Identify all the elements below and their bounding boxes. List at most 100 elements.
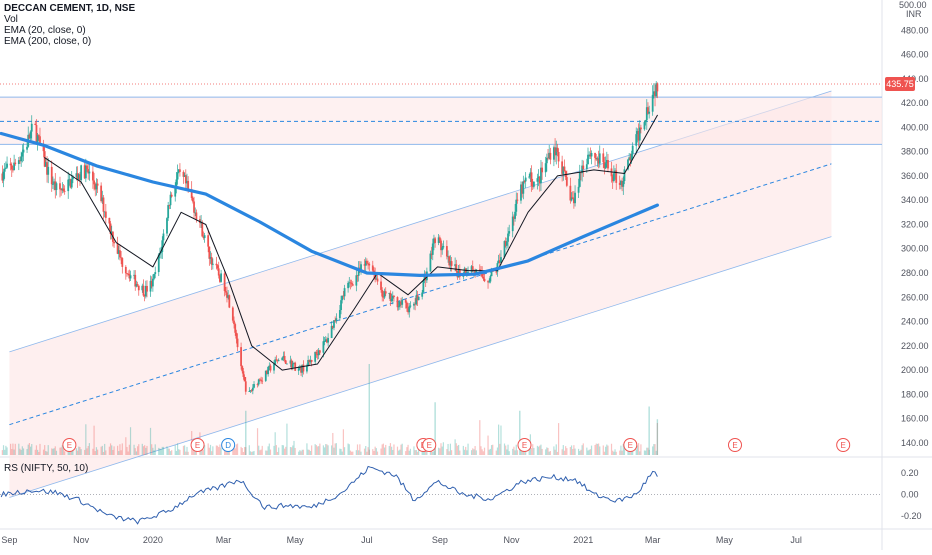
volume-bar	[628, 450, 630, 455]
volume-bar	[348, 444, 350, 455]
candle	[429, 250, 432, 272]
marker-label: E	[522, 441, 527, 450]
candle	[87, 164, 90, 180]
earnings-marker[interactable]: E	[62, 438, 77, 452]
volume-bar	[179, 449, 181, 455]
volume-bar	[44, 445, 46, 455]
candle	[129, 270, 132, 282]
candle	[623, 166, 626, 185]
x-tick-label: 2021	[573, 535, 593, 545]
volume-bar	[64, 451, 66, 455]
candle	[580, 172, 582, 181]
volume-bar	[35, 445, 38, 455]
volume-bar	[488, 449, 490, 455]
candle	[389, 290, 392, 307]
legend-volume[interactable]: Vol	[4, 14, 18, 25]
volume-bar	[78, 446, 80, 455]
candle	[440, 238, 442, 258]
earnings-markers[interactable]: EEDEEEEEE	[62, 438, 851, 452]
volume-bar	[590, 445, 593, 455]
volume-bar	[251, 451, 253, 455]
candle	[59, 176, 61, 198]
volume-bar	[192, 447, 194, 455]
candle	[193, 196, 195, 220]
candle	[612, 165, 615, 183]
candle	[570, 192, 573, 202]
candle	[177, 169, 180, 174]
earnings-marker[interactable]: E	[728, 438, 742, 452]
volume-bar	[182, 445, 185, 455]
dividend-marker[interactable]: D	[221, 438, 236, 452]
legend-ema200[interactable]: EMA (200, close, 0)	[4, 36, 92, 47]
candle	[597, 150, 600, 169]
volume-bar	[503, 443, 506, 455]
volume-bar	[168, 448, 170, 455]
volume-bar	[46, 451, 48, 455]
volume-bar	[613, 451, 615, 455]
candle	[622, 176, 625, 195]
volume-bar	[6, 447, 8, 455]
candle	[538, 175, 541, 192]
volume-bar	[153, 450, 155, 455]
candle	[572, 191, 575, 209]
volume-bar	[556, 451, 559, 455]
volume-bar	[209, 444, 212, 455]
candle	[647, 102, 649, 115]
candle	[260, 376, 262, 384]
volume-bar	[249, 451, 252, 455]
candle	[210, 252, 213, 271]
candle	[137, 285, 140, 296]
candle	[334, 316, 337, 323]
volume-bar	[4, 449, 6, 455]
volume-bar	[151, 444, 153, 455]
candle	[76, 166, 79, 188]
candle	[100, 182, 103, 203]
volume-bar	[88, 443, 90, 455]
candle	[430, 246, 433, 260]
candle	[69, 178, 72, 189]
earnings-marker[interactable]: E	[517, 438, 532, 452]
candle	[264, 370, 267, 383]
volume-bar	[62, 445, 65, 455]
volume-bar	[242, 451, 245, 455]
earnings-marker[interactable]: E	[836, 438, 851, 452]
candle	[121, 257, 124, 274]
legend-ema20[interactable]: EMA (20, close, 0)	[4, 25, 86, 36]
earnings-marker[interactable]: E	[623, 438, 638, 452]
volume-bar	[363, 448, 366, 455]
volume-bar	[127, 451, 129, 455]
candle	[96, 178, 99, 193]
volume-bar	[565, 446, 567, 455]
volume-bar	[614, 449, 616, 455]
candle	[136, 281, 139, 287]
volume-bar	[459, 450, 461, 455]
candle	[195, 209, 198, 223]
candle	[442, 240, 445, 250]
earnings-marker[interactable]: E	[190, 438, 205, 452]
candle	[488, 278, 491, 284]
candle	[169, 191, 172, 209]
volume-bar	[307, 449, 309, 455]
volume-bar	[84, 449, 86, 455]
volume-bar	[293, 440, 295, 455]
candle	[200, 215, 202, 229]
symbol-title[interactable]: DECCAN CEMENT, 1D, NSE	[4, 3, 136, 14]
volume-bar	[302, 449, 305, 455]
volume-bar	[235, 444, 237, 455]
volume-bar	[512, 448, 514, 455]
y-tick-label: 200.00	[901, 365, 929, 375]
volume-bar	[396, 446, 399, 455]
rs-legend[interactable]: RS (NIFTY, 50, 10)	[4, 463, 89, 474]
candle	[17, 156, 20, 171]
earnings-marker[interactable]: E	[422, 438, 437, 452]
candle	[127, 270, 130, 276]
volume-bar	[252, 451, 254, 455]
volume-bar	[558, 423, 560, 455]
volume-spike	[245, 410, 247, 455]
candle	[211, 258, 214, 270]
volume-bar	[141, 443, 143, 455]
candle	[547, 149, 549, 161]
volume-bar	[594, 445, 596, 455]
